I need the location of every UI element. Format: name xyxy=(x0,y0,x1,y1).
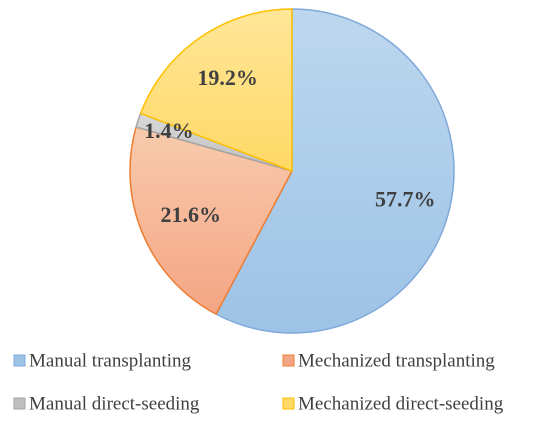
slice-manual-transplanting xyxy=(215,8,455,334)
data-label-manual-transplanting: 57.7% xyxy=(375,187,436,212)
data-label-manual-direct-seeding: 1.4% xyxy=(144,118,194,143)
legend-swatch-manual-transplanting xyxy=(13,354,26,367)
legend-swatch-mechanized-transplanting xyxy=(282,354,295,367)
legend-label-manual-direct-seeding: Manual direct-seeding xyxy=(29,394,200,415)
legend-label-manual-transplanting: Manual transplanting xyxy=(29,351,191,372)
legend-label-mechanized-transplanting: Mechanized transplanting xyxy=(298,351,495,372)
legend: Manual transplanting Mechanized transplan… xyxy=(13,351,504,415)
data-label-mechanized-direct-seeding: 19.2% xyxy=(197,65,258,90)
slice-mechanized-transplanting xyxy=(129,126,293,315)
legend-swatch-mechanized-direct-seeding xyxy=(282,397,295,410)
slice-labels: 57.7% 21.6% 1.4% 19.2% xyxy=(144,65,435,227)
legend-swatch-manual-direct-seeding xyxy=(13,397,26,410)
pie-slices xyxy=(129,8,455,334)
slice-mechanized-direct-seeding xyxy=(139,8,293,172)
legend-label-mechanized-direct-seeding: Mechanized direct-seeding xyxy=(298,394,504,415)
data-label-mechanized-transplanting: 21.6% xyxy=(160,202,221,227)
